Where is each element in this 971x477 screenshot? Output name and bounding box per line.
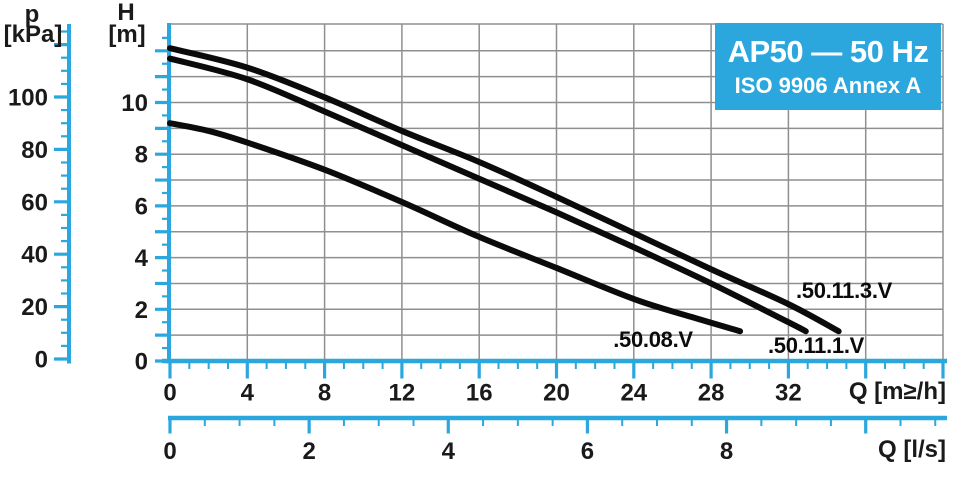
svg-text:8: 8 [135,142,148,169]
svg-text:16: 16 [466,380,493,407]
svg-text:2: 2 [135,297,148,324]
chart-subtitle: ISO 9906 Annex A [734,73,922,98]
head-axis-name: H [117,0,135,26]
svg-text:28: 28 [698,380,725,407]
svg-text:10: 10 [121,90,148,117]
pressure-axis-unit: [kPa] [3,21,63,48]
curve-.50.11.1.V [167,55,809,335]
svg-text:8: 8 [318,380,331,407]
curve-label-50-08-v: .50.08.V [613,327,693,352]
svg-text:2: 2 [302,438,315,465]
svg-text:12: 12 [389,380,416,407]
svg-text:100: 100 [8,85,48,112]
svg-text:40: 40 [21,242,48,269]
model-title-box: AP50 — 50 Hz ISO 9906 Annex A [715,23,941,110]
svg-text:60: 60 [21,189,48,216]
pump-curves [167,45,842,335]
svg-text:20: 20 [543,380,570,407]
pressure-axis-name: p [24,1,40,28]
svg-text:24: 24 [620,380,647,407]
svg-text:0: 0 [35,347,48,374]
svg-text:0: 0 [163,438,176,465]
svg-text:20: 20 [21,294,48,321]
curve-.50.08.V [167,120,744,335]
head-axis-unit: [m] [108,21,146,48]
chart-title: AP50 — 50 Hz [727,34,929,69]
curve-label-50-11-1-v: .50.11.1.V [767,333,865,358]
flow-ls-axis-label: Q [l/s] [877,436,946,463]
svg-text:4: 4 [135,245,149,272]
flow-m3h-axis-label: Q [m≥/h] [848,378,946,405]
svg-text:6: 6 [135,193,148,220]
svg-text:32: 32 [775,380,802,407]
curve-label-50-11-3-v: .50.11.3.V [795,278,893,303]
svg-text:0: 0 [163,380,176,407]
curve-.50.11.3.V [167,45,842,335]
svg-text:4: 4 [442,438,456,465]
svg-text:6: 6 [581,438,594,465]
svg-text:8: 8 [720,438,733,465]
svg-text:80: 80 [21,137,48,164]
svg-text:0: 0 [135,349,148,376]
svg-text:4: 4 [241,380,255,407]
